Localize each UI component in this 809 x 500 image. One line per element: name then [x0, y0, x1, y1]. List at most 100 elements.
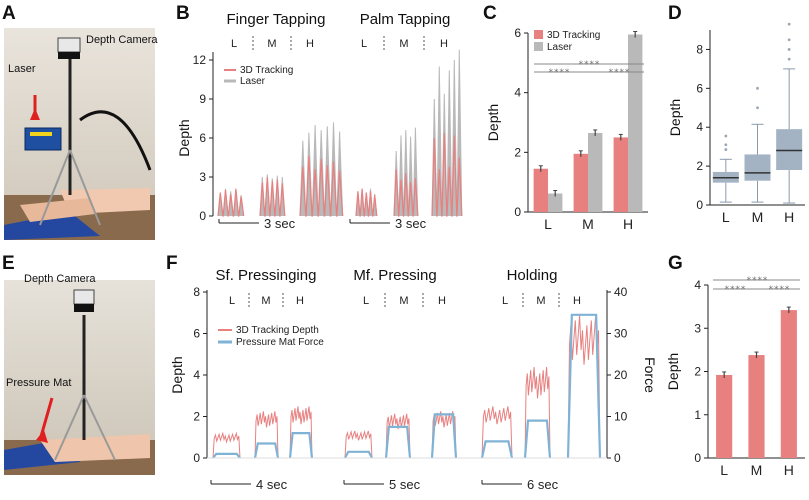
d-xtick-M: M [752, 209, 764, 225]
scale-label-b2: 3 sec [395, 216, 427, 231]
f-tracking-trace-4 [385, 413, 411, 459]
b-ytick-label: 9 [199, 92, 206, 106]
scale-label-f1: 4 sec [256, 477, 288, 492]
b-ytick-label: 12 [193, 53, 207, 67]
b-level-h-0: H [306, 38, 314, 50]
d-ytick-label: 6 [696, 81, 703, 95]
f-force-trace-6 [480, 440, 514, 459]
b-tracking-trace-0 [217, 188, 245, 217]
b-level-m-0: M [267, 38, 276, 50]
b-level-m-1: M [399, 38, 408, 50]
g-xtick-H: H [784, 462, 794, 478]
f-ytick-label: 2 [193, 410, 200, 424]
f-force-trace-3 [344, 450, 373, 459]
f-level-l-2: L [502, 295, 508, 307]
c-bar-L-1 [548, 193, 563, 212]
d-outlier-H [787, 22, 791, 26]
f-level-l-0: L [229, 295, 235, 307]
c-legend-tracking-label: 3D Tracking [547, 30, 600, 41]
d-outlier-H [787, 38, 791, 42]
f-ytick-label: 4 [193, 368, 200, 382]
c-bar-H-1 [628, 34, 643, 212]
f-ytick-label: 6 [193, 327, 200, 341]
panel-d-letter: D [668, 3, 682, 24]
b-tracking-trace-2 [299, 156, 344, 217]
c-xtick-H: H [623, 216, 633, 232]
g-ytick-label: 4 [694, 278, 701, 292]
f-force-trace-7 [523, 419, 552, 459]
panel-f: F Sf. Pressinging Mf. Pressing Holding L… [166, 253, 658, 492]
f-tracking-trace-5 [431, 411, 457, 459]
b-ytick-label: 0 [199, 209, 206, 223]
panel-f-legend: 3D Tracking Depth Pressure Mat Force [218, 325, 324, 348]
finger-tapping-title: Finger Tapping [227, 11, 326, 28]
d-ylabel: Depth [667, 99, 683, 136]
panel-a-letter: A [2, 3, 16, 24]
g-xtick-L: L [720, 462, 728, 478]
panel-b-ylabel: Depth [176, 119, 192, 156]
f-ytick-right-label: 20 [614, 368, 628, 382]
c-sig-top: **** [578, 60, 600, 70]
c-xtick-L: L [544, 216, 552, 232]
f-level-h-1: H [438, 295, 446, 307]
laser-label-a: Laser [8, 63, 36, 75]
c-ytick-label: 6 [514, 26, 521, 40]
f-tracking-trace-3 [344, 429, 373, 459]
c-bar-L-0 [533, 168, 548, 212]
c-bar-H-0 [613, 137, 628, 212]
depth-camera-label-e: Depth Camera [24, 273, 96, 285]
g-sig-left: **** [724, 285, 746, 295]
legend-f-force-label: Pressure Mat Force [236, 337, 324, 348]
pressure-mat-label: Pressure Mat [6, 377, 71, 389]
d-xtick-H: H [784, 209, 794, 225]
f-ytick-label: 8 [193, 285, 200, 299]
d-xtick-L: L [722, 209, 730, 225]
g-sig-right: **** [768, 285, 790, 295]
g-ylabel: Depth [665, 353, 681, 390]
c-xtick-M: M [582, 216, 594, 232]
panel-e-letter: E [2, 253, 15, 274]
f-ytick-right-label: 0 [614, 451, 621, 465]
scale-label-f3: 6 sec [527, 477, 559, 492]
f-level-m-1: M [399, 295, 408, 307]
f-tracking-trace-0 [212, 431, 241, 459]
f-level-h-0: H [296, 295, 304, 307]
legend-laser-label: Laser [240, 76, 266, 87]
d-outlier-M [756, 86, 759, 90]
b-ytick-label: 6 [199, 131, 206, 145]
g-sig-top: **** [746, 276, 768, 286]
f-tracking-trace-6 [481, 406, 513, 459]
panel-c-letter: C [483, 3, 497, 24]
b-tracking-trace-1 [259, 176, 286, 217]
d-ytick-label: 2 [696, 159, 703, 173]
f-force-trace-8 [566, 313, 602, 459]
f-tracking-trace-1 [254, 411, 279, 459]
f-level-m-0: M [261, 295, 270, 307]
f-level-m-2: M [536, 295, 545, 307]
c-ytick-label: 0 [514, 205, 521, 219]
g-ytick-label: 2 [694, 365, 701, 379]
f-tracking-trace-8 [567, 315, 601, 459]
c-bar-M-0 [573, 153, 588, 212]
photo-a: Depth Camera Laser [4, 28, 158, 240]
f-force-trace-1 [253, 442, 280, 459]
d-outlier-H [787, 48, 791, 51]
d-ytick-label: 0 [696, 198, 703, 212]
f-ytick-right-label: 10 [614, 410, 628, 424]
panel-b-legend: 3D Tracking Laser [224, 65, 293, 87]
d-box-M [744, 154, 771, 181]
b-ytick-label: 3 [199, 170, 206, 184]
c-ylabel: Depth [485, 104, 501, 141]
b-tracking-trace-4 [393, 169, 419, 217]
d-outlier-L [724, 148, 728, 151]
legend-tracking-label: 3D Tracking [240, 65, 293, 76]
depth-camera-label-e-1: Depth Camera [24, 273, 96, 285]
d-box-H [776, 129, 803, 170]
panel-b: B Finger Tapping Palm Tapping L M H L M H Dep… [176, 3, 463, 231]
g-ytick-label: 3 [694, 321, 701, 335]
panel-a: A Depth Camera Laser [2, 3, 158, 240]
g-bar-L-0 [716, 374, 733, 458]
